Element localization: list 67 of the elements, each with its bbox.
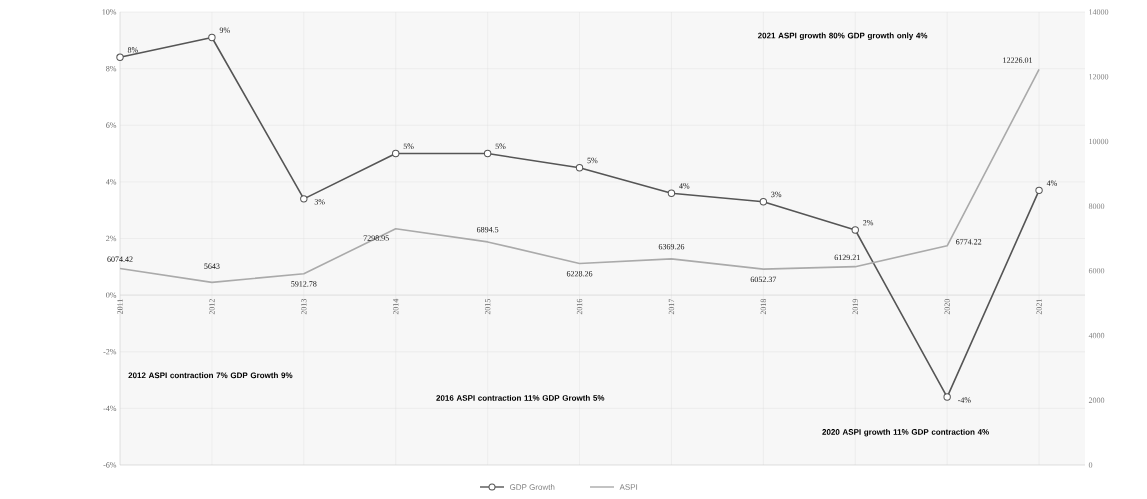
data-label: 9% bbox=[219, 27, 230, 33]
point bbox=[575, 164, 584, 172]
annotation: 2012 ASPI contraction 7% GDP Growth 9% bbox=[128, 372, 293, 379]
x-tick-label: 2013 bbox=[301, 298, 307, 315]
y-tick-label: 10% bbox=[102, 9, 117, 15]
point bbox=[483, 149, 492, 158]
x-tick-label: 2015 bbox=[484, 298, 491, 315]
y2-tick-label: 12000 bbox=[1089, 74, 1109, 80]
legend-label: GDP Growth bbox=[509, 484, 555, 490]
y-tick-label: -6% bbox=[103, 462, 117, 468]
point bbox=[667, 189, 676, 197]
y-tick-label: 8% bbox=[106, 65, 117, 72]
y2-tick-label: 8000 bbox=[1088, 203, 1105, 209]
y-tick-label: 6% bbox=[106, 122, 117, 128]
x-tick-label: 2012 bbox=[209, 299, 215, 315]
data-label: 12226.01 bbox=[1003, 57, 1033, 63]
y-tick-label: -4% bbox=[103, 405, 117, 412]
point bbox=[208, 33, 216, 42]
annotation: 2021 ASPI growth 80% GDP growth only 4% bbox=[757, 32, 928, 41]
data-label: -4% bbox=[957, 397, 971, 403]
y2-tick-label: 0 bbox=[1088, 462, 1093, 468]
annotation: 2016 ASPI contraction 11% GDP Growth 5% bbox=[436, 394, 605, 401]
data-label: 3% bbox=[314, 199, 325, 205]
x-tick-label: 2014 bbox=[393, 298, 399, 315]
x-tick-label: 2018 bbox=[760, 298, 767, 315]
y2-tick-label: 4000 bbox=[1088, 332, 1105, 339]
y-tick-label: -2% bbox=[103, 349, 117, 355]
legend-label: ASPI bbox=[619, 484, 638, 490]
data-label: 5% bbox=[403, 143, 414, 150]
point bbox=[851, 226, 859, 234]
data-label: 2% bbox=[863, 220, 874, 226]
data-label: 6129.21 bbox=[834, 254, 860, 261]
x-tick-label: 2021 bbox=[1036, 299, 1042, 315]
x-tick-label: 2011 bbox=[117, 299, 123, 315]
x-tick-label: 2020 bbox=[944, 298, 950, 315]
y-tick-label: 4% bbox=[105, 179, 117, 185]
data-label: 6369.26 bbox=[658, 243, 685, 250]
data-label: 4% bbox=[679, 183, 690, 189]
data-label: 6074.42 bbox=[107, 256, 133, 262]
point bbox=[392, 149, 400, 158]
x-tick-label: 2019 bbox=[852, 298, 858, 315]
y-tick-label: 0% bbox=[106, 292, 117, 298]
annotation: 2020 ASPI growth 11% GDP contraction 4% bbox=[822, 428, 989, 437]
data-label: 3% bbox=[771, 191, 782, 198]
data-label: 6228.26 bbox=[566, 271, 593, 277]
data-label: 7298.95 bbox=[363, 235, 389, 241]
data-label: 6894.5 bbox=[476, 226, 499, 233]
x-tick-label: 2016 bbox=[576, 298, 583, 315]
y2-tick-label: 6000 bbox=[1088, 268, 1105, 274]
point bbox=[300, 195, 308, 203]
point bbox=[943, 393, 951, 401]
data-label: 5% bbox=[587, 157, 598, 164]
y-tick-label: 2% bbox=[106, 235, 117, 242]
data-label: 6774.22 bbox=[956, 239, 982, 245]
data-label: 8% bbox=[127, 47, 138, 53]
x-tick-label: 2017 bbox=[668, 298, 675, 315]
y2-tick-label: 14000 bbox=[1089, 9, 1109, 15]
data-label: 4% bbox=[1046, 180, 1057, 186]
data-label: 6052.37 bbox=[750, 276, 777, 283]
data-label: 5912.78 bbox=[291, 281, 317, 287]
y2-tick-label: 2000 bbox=[1088, 397, 1105, 403]
point bbox=[1035, 186, 1043, 195]
data-label: 5% bbox=[495, 143, 506, 150]
point bbox=[759, 197, 768, 206]
point bbox=[116, 53, 124, 61]
data-label: 5643 bbox=[204, 263, 220, 269]
y2-tick-label: 10000 bbox=[1089, 138, 1109, 145]
